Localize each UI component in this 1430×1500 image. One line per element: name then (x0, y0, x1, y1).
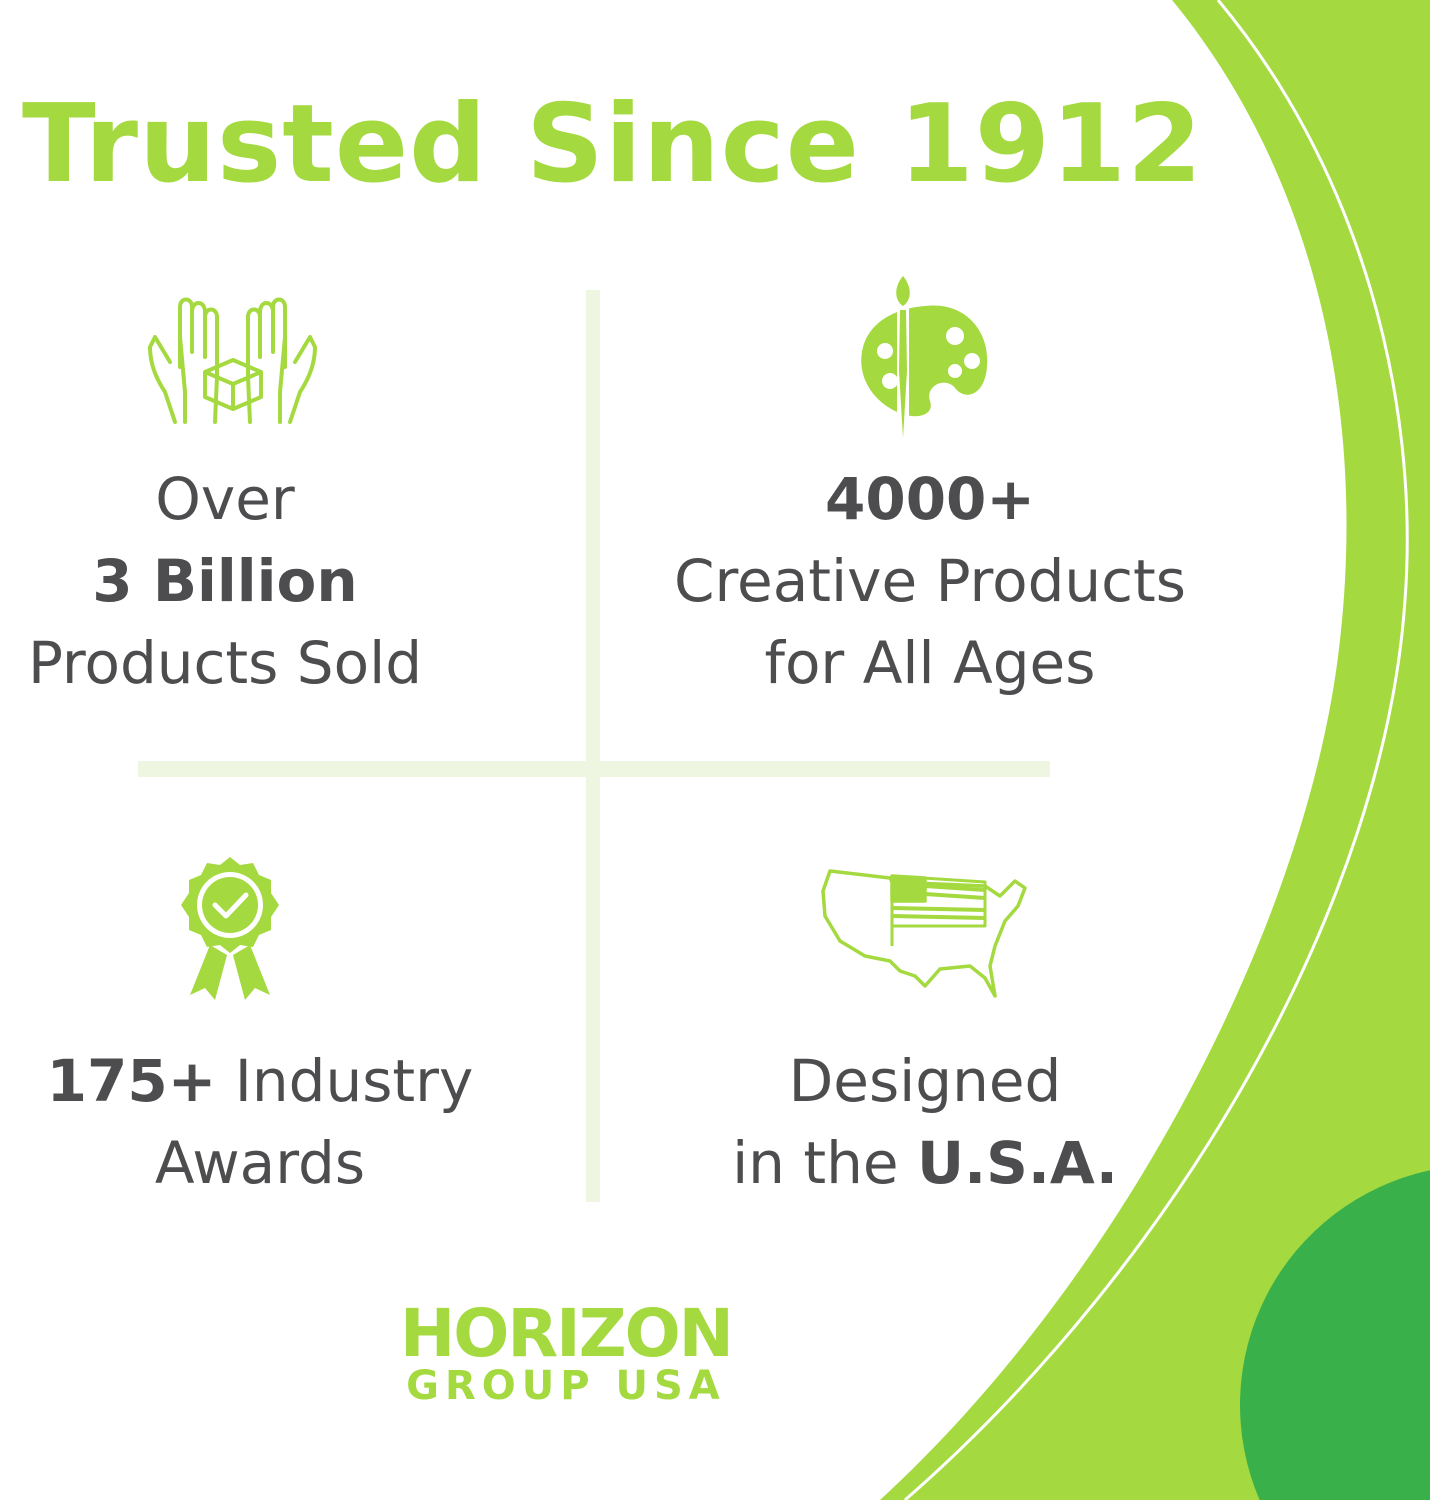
white-panel (0, 0, 1347, 1500)
stat-highlight: 175+ (46, 1047, 217, 1115)
stat-highlight: 3 Billion (92, 547, 358, 615)
stat-line: 3 Billion (0, 540, 460, 622)
stat-line: for All Ages (764, 629, 1096, 697)
usa-map-flag-icon (821, 869, 1027, 998)
vertical-divider (586, 290, 600, 1202)
stat-line: 4000+ (600, 458, 1260, 540)
thin-white-curve (904, 0, 1409, 1500)
logo-line1: HORIZON (400, 1295, 734, 1372)
page-title: Trusted Since 1912 (22, 82, 1204, 207)
stat-highlight: 4000+ (824, 465, 1036, 533)
stat-creative-products: 4000+ Creative Products for All Ages (600, 458, 1260, 704)
horizon-group-logo: HORIZON GROUP USA (400, 1295, 734, 1409)
stat-designed-usa: Designed in the U.S.A. (660, 1040, 1190, 1204)
stat-line-rest: Industry (216, 1047, 474, 1115)
stat-highlight: U.S.A. (917, 1129, 1118, 1197)
stat-line: Over (155, 465, 295, 533)
stat-line: in the U.S.A. (660, 1122, 1190, 1204)
stat-line: 175+ Industry (20, 1040, 500, 1122)
stat-line: Awards (154, 1129, 366, 1197)
horizontal-divider (138, 761, 1050, 777)
stat-line: Designed (788, 1047, 1062, 1115)
stat-line: Products Sold (27, 629, 423, 697)
award-ribbon-icon (181, 857, 279, 1000)
dark-green-circle (1240, 1170, 1430, 1500)
stat-line: Creative Products (673, 547, 1187, 615)
stat-industry-awards: 175+ Industry Awards (20, 1040, 500, 1204)
stat-products-sold: Over 3 Billion Products Sold (0, 458, 460, 704)
hands-holding-box-icon (148, 297, 317, 424)
logo-line2: GROUP USA (406, 1363, 726, 1409)
paint-palette-icon (861, 276, 988, 438)
stat-line-start: in the (732, 1129, 917, 1197)
